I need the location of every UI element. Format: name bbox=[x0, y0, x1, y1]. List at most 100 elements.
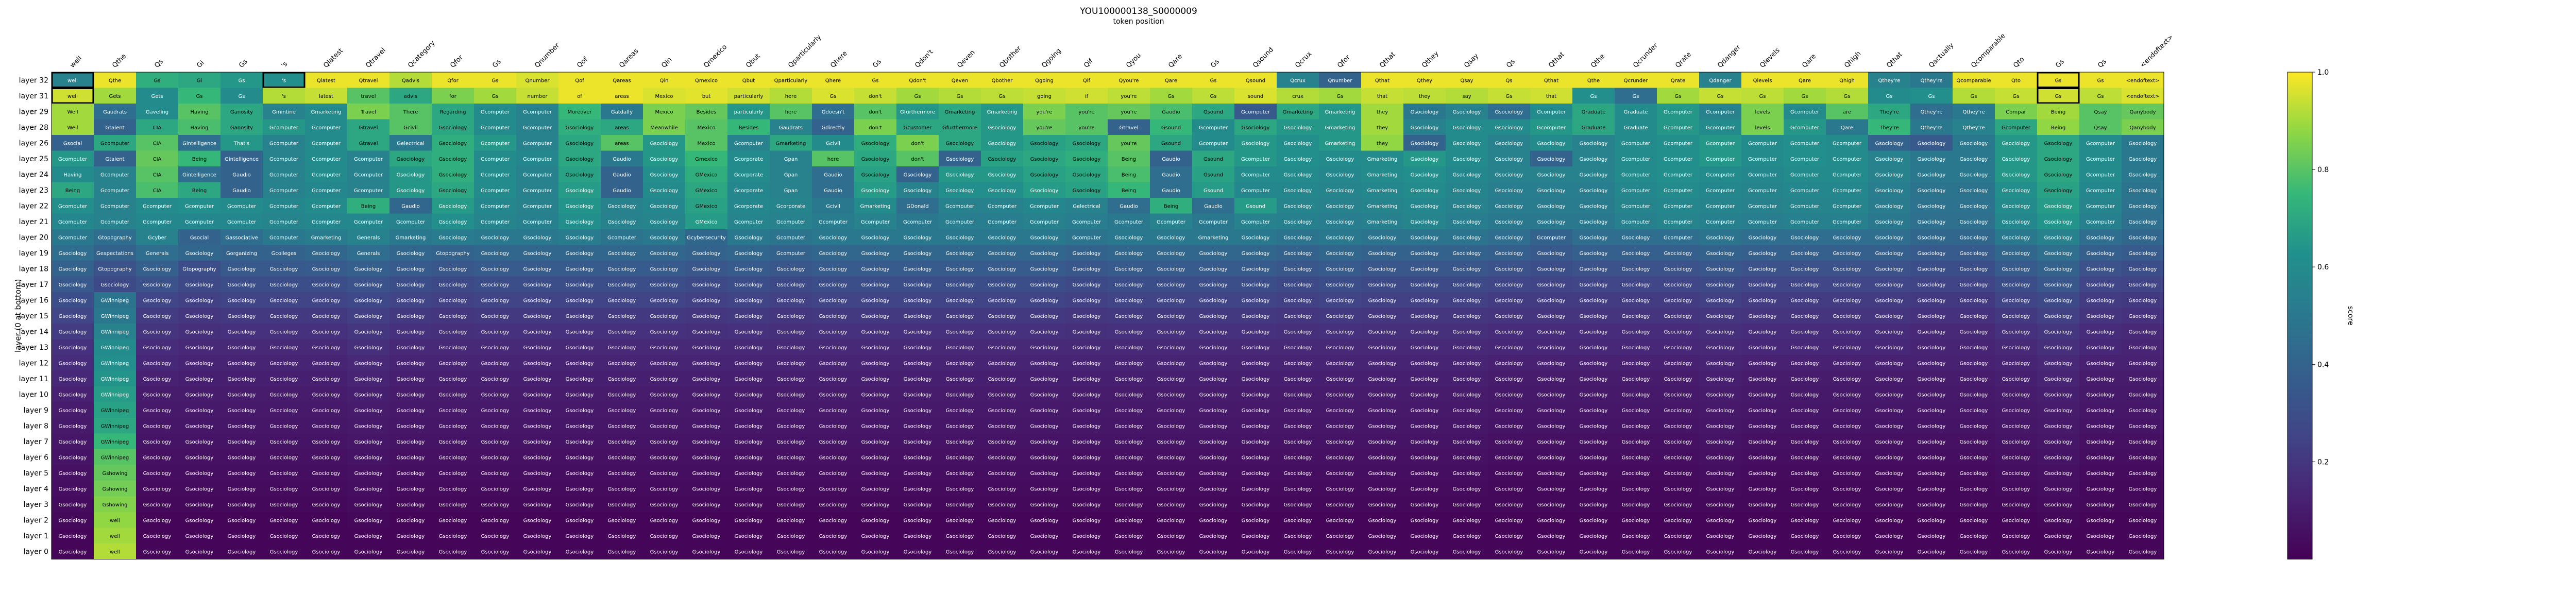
cell-token: Gsociology bbox=[946, 329, 974, 335]
cell-token: Gsociology bbox=[1537, 502, 1566, 508]
cell-token: Gsociology bbox=[946, 377, 974, 382]
cell-token: Gsociology bbox=[1706, 235, 1735, 241]
cell-token: Gsociology bbox=[1749, 455, 1777, 461]
cell-token: Gsociology bbox=[1580, 377, 1608, 382]
heatmap-cell bbox=[347, 182, 389, 198]
heatmap-cell bbox=[389, 150, 432, 166]
cell-token: Gsociology bbox=[1157, 549, 1185, 555]
cell-token: Gsociology bbox=[1918, 188, 1946, 194]
cell-token: Gcomputer bbox=[1790, 109, 1820, 115]
cell-token: Gsociology bbox=[397, 298, 425, 303]
cell-token: Gsociology bbox=[59, 361, 87, 366]
cell-token: Gsociology bbox=[988, 518, 1016, 523]
cell-token: Gsociology bbox=[1960, 251, 1988, 257]
cell-token: Gsociology bbox=[523, 486, 552, 492]
cell-token: Gsociology bbox=[1791, 377, 1819, 382]
cell-token: Gsociology bbox=[2044, 329, 2073, 335]
cell-token: Gcomputer bbox=[1790, 219, 1820, 225]
cell-token: Gsociology bbox=[1115, 392, 1143, 398]
cell-token: GWinnipeg bbox=[101, 439, 129, 445]
cell-token: Gsociology bbox=[523, 345, 552, 351]
cell-token: Gsociology bbox=[2044, 219, 2073, 225]
cell-token: Gsociology bbox=[777, 282, 805, 288]
cell-token: Gcorporate bbox=[734, 172, 763, 178]
cell-token: Well bbox=[67, 109, 78, 115]
cell-token: Gsociology bbox=[1495, 172, 1523, 178]
heatmap-cell bbox=[1826, 166, 1868, 182]
heatmap-cell bbox=[1530, 88, 1572, 104]
heatmap-cell bbox=[1910, 104, 1953, 120]
cell-token: Qgoing bbox=[1035, 78, 1054, 83]
cell-token: Gaudio bbox=[613, 157, 631, 162]
cell-token: Gsociology bbox=[1580, 549, 1608, 555]
cell-token: Gsociology bbox=[1833, 549, 1861, 555]
cell-token: Gsociology bbox=[1073, 377, 1101, 382]
cell-token: Gsociology bbox=[1326, 471, 1354, 477]
heatmap-cell bbox=[2079, 104, 2122, 120]
heatmap-cell bbox=[2037, 135, 2079, 151]
cell-token: Gcomputer bbox=[1790, 172, 1820, 178]
cell-token: Gsociology bbox=[1537, 423, 1566, 429]
cell-token: Gsociology bbox=[312, 486, 341, 492]
cell-token: Gsociology bbox=[904, 486, 932, 492]
cell-token: Gcomputer bbox=[312, 141, 341, 146]
heatmap-cell bbox=[1615, 198, 1657, 214]
cell-token: Gsociology bbox=[1368, 471, 1397, 477]
column-label: Qdon't bbox=[913, 48, 935, 70]
heatmap-cell bbox=[2122, 213, 2164, 229]
cell-token: Gs bbox=[239, 94, 245, 99]
cell-token: Gsociology bbox=[1368, 455, 1397, 461]
cell-token: Gsociology bbox=[143, 266, 172, 272]
cell-token: Gsociology bbox=[1368, 439, 1397, 445]
heatmap-cell bbox=[1615, 166, 1657, 182]
cell-token: Gsociology bbox=[1073, 345, 1101, 351]
cell-token: Well bbox=[67, 125, 78, 131]
cell-token: Gsociology bbox=[1411, 109, 1439, 115]
cell-token: Gsociology bbox=[397, 172, 425, 178]
cell-token: Gsociology bbox=[1030, 314, 1059, 319]
cell-token: Gcustomer bbox=[904, 125, 933, 131]
cell-token: Gsociology bbox=[1791, 314, 1819, 319]
heatmap-cell bbox=[389, 166, 432, 182]
cell-token: Gsociology bbox=[1073, 392, 1101, 398]
cell-token: Gs bbox=[1210, 94, 1217, 99]
cell-token: Gsociology bbox=[1664, 345, 1692, 351]
heatmap-cell bbox=[1741, 198, 1784, 214]
cell-token: Being bbox=[1122, 157, 1136, 162]
heatmap-cell bbox=[727, 166, 770, 182]
cell-token: Gsociology bbox=[608, 251, 636, 257]
cell-token: Gsociology bbox=[904, 377, 932, 382]
cell-token: Gcomputer bbox=[1833, 141, 1862, 146]
cell-token: Gsociology bbox=[1115, 471, 1143, 477]
cell-token: Gsociology bbox=[1664, 534, 1692, 539]
cell-token: Gsociology bbox=[312, 423, 341, 429]
cell-token: Gsociology bbox=[1791, 549, 1819, 555]
cell-token: Gsociology bbox=[692, 471, 721, 477]
cell-token: Gsociology bbox=[608, 361, 636, 366]
heatmap-cell bbox=[305, 166, 347, 182]
heatmap-cell bbox=[601, 119, 643, 135]
heatmap-cell bbox=[981, 166, 1023, 182]
cell-token: Gsociology bbox=[2002, 329, 2030, 335]
cell-token: Gsociology bbox=[1875, 361, 1904, 366]
heatmap-cell bbox=[347, 213, 389, 229]
cell-token: Gsociology bbox=[1495, 534, 1523, 539]
cell-token: Gaudio bbox=[1204, 203, 1222, 209]
cell-token: Gsociology bbox=[735, 502, 763, 508]
heatmap-cell bbox=[1699, 150, 1741, 166]
cell-token: Gsociology bbox=[354, 439, 383, 445]
cell-token: Gsociology bbox=[354, 408, 383, 414]
cell-token: Mexico bbox=[655, 109, 673, 115]
cell-token: Gsociology bbox=[185, 345, 214, 351]
cell-token: Gsociology bbox=[2087, 361, 2115, 366]
cell-token: Gsociology bbox=[439, 298, 467, 303]
cell-token: Gcomputer bbox=[1114, 219, 1144, 225]
cell-token: Gsociology bbox=[1918, 486, 1946, 492]
heatmap-cell bbox=[1234, 182, 1277, 198]
cell-token: Gsociology bbox=[650, 219, 679, 225]
cell-token: Gsocial bbox=[190, 235, 209, 241]
cell-token: Gsociology bbox=[566, 125, 594, 131]
cell-token: Gsociology bbox=[2087, 298, 2115, 303]
cell-token: Gsociology bbox=[1833, 439, 1861, 445]
heatmap-cell bbox=[474, 150, 516, 166]
